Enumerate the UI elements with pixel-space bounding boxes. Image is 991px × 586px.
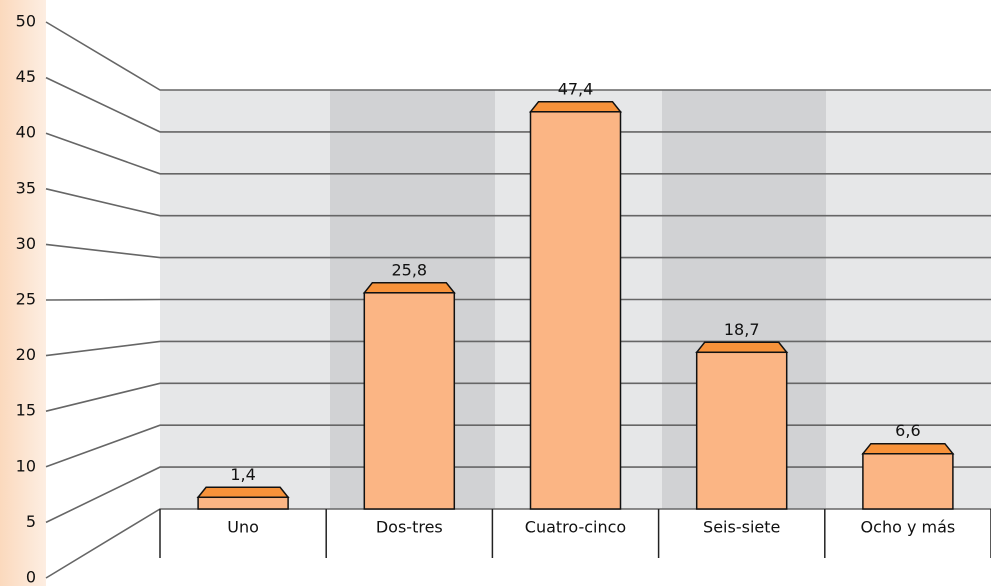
bar-top (531, 102, 621, 112)
y-tick-label: 45 (16, 67, 36, 86)
value-label: 47,4 (558, 79, 594, 98)
grid-line (46, 300, 991, 301)
grid-line (46, 22, 991, 90)
y-tick-label: 0 (26, 568, 36, 586)
x-tick-label: Uno (227, 518, 259, 537)
bar-top (198, 487, 288, 497)
x-tick-label: Ocho y más (861, 518, 956, 537)
y-tick-label: 20 (16, 345, 36, 364)
value-label: 18,7 (724, 320, 760, 339)
x-tick-label: Seis-siete (703, 518, 780, 537)
bar (697, 352, 787, 509)
bar-top (863, 444, 953, 454)
bar (531, 112, 621, 509)
grid-line (46, 509, 991, 578)
y-tick-label: 25 (16, 290, 36, 309)
value-label: 25,8 (391, 260, 427, 279)
y-tick-label: 10 (16, 456, 36, 475)
x-tick-label: Cuatro-cinco (525, 518, 626, 537)
y-tick-label: 50 (16, 12, 36, 31)
y-tick-label: 35 (16, 178, 36, 197)
y-tick-label: 30 (16, 234, 36, 253)
chart: Uno 1,4 Dos-tres 25,8 Cuatro-cinco 47,4 Seis-s… (0, 0, 991, 586)
y-tick-label: 40 (16, 123, 36, 142)
bar (863, 454, 953, 509)
bar-top (697, 342, 787, 352)
value-label: 6,6 (895, 421, 920, 440)
bar-top (364, 283, 454, 293)
x-tick-label: Dos-tres (376, 518, 443, 537)
bar (198, 497, 288, 509)
y-tick-label: 15 (16, 401, 36, 420)
bar (364, 293, 454, 509)
value-label: 1,4 (230, 465, 255, 484)
y-tick-label: 5 (26, 512, 36, 531)
